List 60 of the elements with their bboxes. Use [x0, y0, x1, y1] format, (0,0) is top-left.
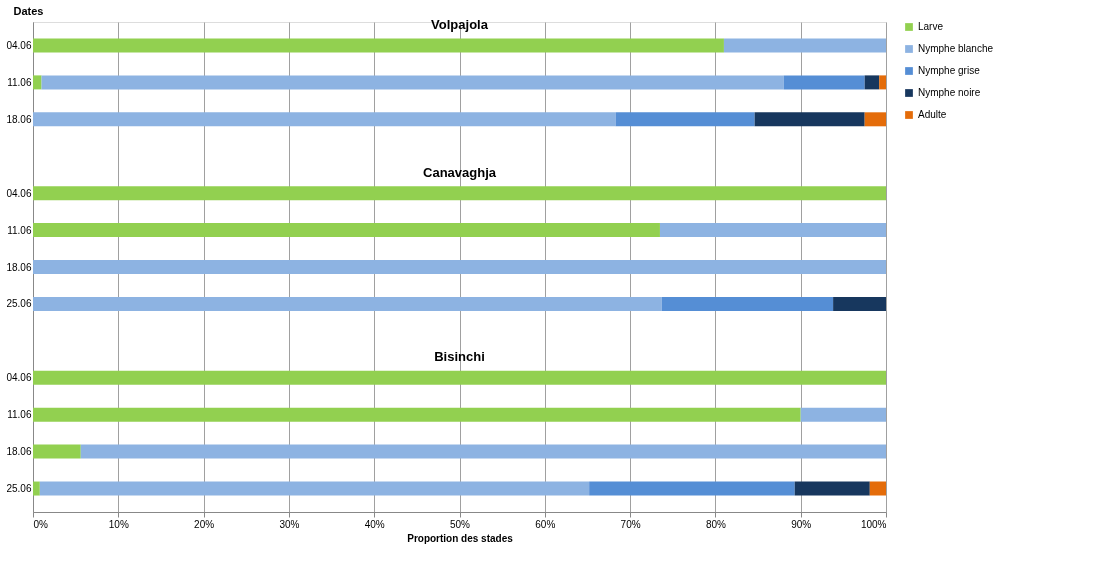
x-tick-label: 70% — [620, 518, 641, 530]
y-tick-label: 11.06 — [7, 76, 32, 88]
y-tick-label: 04.06 — [6, 372, 32, 384]
legend-label: Larve — [918, 21, 944, 32]
y-tick-label: 11.06 — [7, 224, 32, 236]
bar — [33, 223, 660, 238]
bar — [833, 296, 886, 311]
annotation: Bisinchi — [434, 349, 485, 365]
y-tick-label: 18.06 — [6, 261, 32, 273]
bar — [80, 444, 886, 459]
legend-label: Adulte — [918, 109, 947, 120]
bar — [39, 481, 590, 496]
bar — [589, 481, 795, 496]
bar — [33, 186, 886, 201]
x-tick-label: 40% — [364, 518, 385, 530]
y-tick-label: 04.06 — [6, 187, 32, 199]
x-tick-label: 0% — [33, 518, 49, 530]
y-tick-label: 25.06 — [6, 298, 32, 310]
y-tick-label: 25.06 — [6, 483, 32, 495]
bar — [33, 75, 42, 90]
x-tick-label: 50% — [449, 518, 471, 530]
bar — [33, 38, 724, 53]
y-tick-label: 11.06 — [7, 409, 32, 421]
bar — [33, 444, 81, 459]
bar — [33, 370, 886, 385]
legend-label: Nymphe grise — [918, 65, 981, 76]
x-tick-label: 10% — [108, 518, 129, 530]
bar — [864, 75, 880, 90]
x-tick-label: 80% — [705, 518, 727, 530]
y-tick-label: 18.06 — [6, 113, 32, 125]
bar — [879, 75, 886, 90]
bar — [869, 481, 886, 496]
x-tick-label: 100% — [860, 518, 887, 530]
y-tick-label: 18.06 — [6, 446, 32, 458]
y-tick-label: 04.06 — [6, 39, 32, 51]
bar — [864, 112, 886, 127]
bar — [33, 112, 616, 127]
bar — [723, 38, 886, 53]
annotation: Canavaghja — [423, 164, 497, 180]
bar — [41, 75, 784, 90]
bar — [754, 112, 865, 127]
bar — [33, 407, 801, 422]
bar — [783, 75, 865, 90]
x-tick-label: 20% — [194, 518, 215, 530]
bar — [615, 112, 755, 127]
bar — [33, 296, 662, 311]
x-tick-label: 90% — [791, 518, 812, 530]
bar — [800, 407, 886, 422]
legend-label: Nymphe noire — [918, 87, 981, 98]
annotation: Volpajola — [431, 17, 489, 33]
bar — [33, 481, 40, 496]
x-tick-label: 30% — [279, 518, 300, 530]
x-axis-title: Proportion des stades — [407, 532, 514, 544]
y-axis-title: Dates — [13, 4, 44, 17]
bar — [661, 296, 834, 311]
bar — [794, 481, 870, 496]
bar — [33, 260, 886, 274]
x-tick-label: 60% — [535, 518, 556, 530]
bar — [659, 223, 886, 238]
legend-label: Nymphe blanche — [918, 43, 994, 54]
